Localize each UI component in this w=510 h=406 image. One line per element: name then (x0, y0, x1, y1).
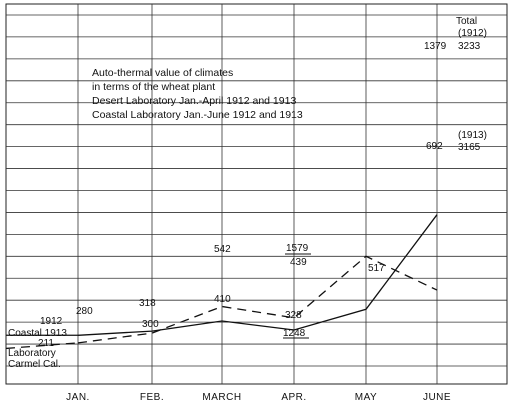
annotation: (1912) (458, 28, 487, 39)
data-label: 1379 (424, 41, 447, 52)
data-label: 1579 (286, 243, 309, 254)
series-line-coastal (77, 255, 438, 344)
data-label: 439 (290, 257, 307, 268)
data-label: 1248 (283, 328, 306, 339)
chart-grid (5, 3, 508, 385)
x-tick-label: MAY (355, 392, 377, 403)
x-tick-label: JUNE (423, 392, 451, 403)
series-line-desert (77, 214, 438, 336)
annotation: 3165 (458, 142, 481, 153)
data-label: 300 (142, 319, 159, 330)
data-label: 211 (38, 338, 54, 349)
chart-labels: JAN. FEB. MARCH APR. MAY JUNE Auto-therm… (8, 16, 487, 403)
data-label: 1912 (40, 316, 63, 327)
legend-title: Auto-thermal value of climates (92, 67, 233, 79)
annotation: Total (456, 16, 477, 27)
annotation: Carmel Cal. (8, 359, 61, 370)
series-line-coastal-extension (5, 342, 79, 350)
annotation: (1913) (458, 130, 487, 141)
legend-title: in terms of the wheat plant (92, 81, 215, 93)
data-label: 517 (368, 263, 385, 274)
data-label: 692 (426, 141, 443, 152)
legend-entry: Coastal Laboratory Jan.-June 1912 and 19… (92, 109, 303, 121)
data-label: 328 (285, 310, 302, 321)
legend-entry: Desert Laboratory Jan.-April 1912 and 19… (92, 95, 296, 107)
plot-frame (5, 3, 508, 385)
annotation: Coastal 1913 (8, 328, 67, 339)
data-label: 318 (139, 298, 156, 309)
data-label: 542 (214, 244, 231, 255)
data-label: 280 (76, 306, 93, 317)
x-tick-label: FEB. (140, 392, 164, 403)
chart-lines (5, 214, 438, 350)
annotation: 3233 (458, 41, 481, 52)
x-tick-label: JAN. (66, 392, 90, 403)
x-tick-label: APR. (281, 392, 306, 403)
data-label: 410 (214, 294, 231, 305)
annotation: Laboratory (8, 348, 56, 359)
x-tick-label: MARCH (202, 392, 241, 403)
